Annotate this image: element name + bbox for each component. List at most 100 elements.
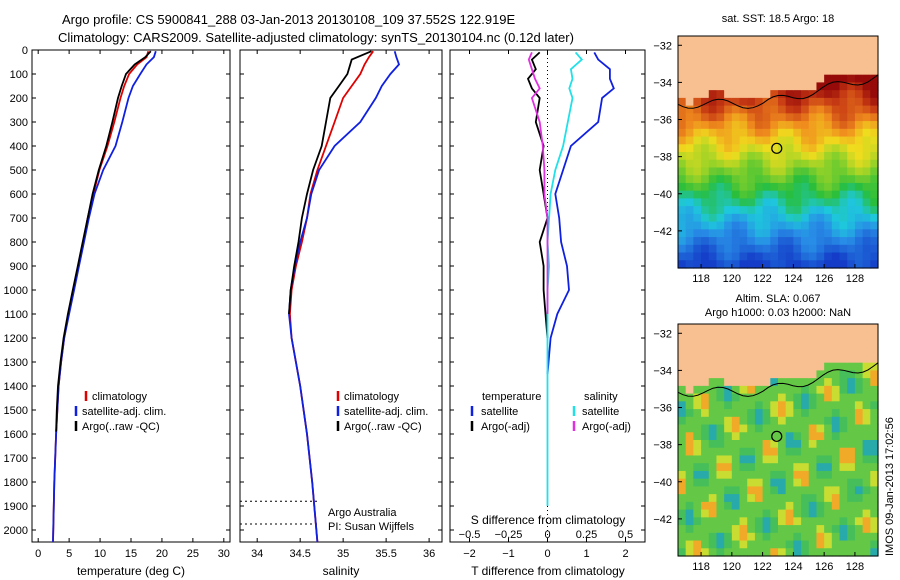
map-cell [731,206,741,215]
map-cell [678,159,687,169]
map-cell [870,478,879,487]
map-cell [808,51,818,60]
map-cell [824,331,833,341]
map-cell [801,51,810,60]
map-cell [701,401,710,410]
map-cell [801,385,810,395]
map-cell [831,97,841,107]
map-cell [708,229,718,238]
map-cell [839,90,848,99]
top-tick-label: −0.25 [495,529,523,541]
map-cell [678,74,687,83]
x-tick-label: 0 [35,548,41,560]
map-cell [847,198,856,207]
map-cell [747,331,756,341]
map-cell [862,432,871,441]
map-cell [708,66,718,76]
map-cell [793,244,802,254]
map-cell [731,59,741,68]
map-cell [739,447,748,457]
map-cell [801,494,810,503]
map-cell [847,362,856,371]
map-cell [747,424,756,433]
map-cell [701,354,710,364]
map-cell [870,401,879,410]
map-cell [739,97,748,107]
map-cell [816,43,825,53]
map-cell [747,213,756,223]
map-cell [685,494,694,503]
map-cell [785,105,794,114]
map-cell [785,244,794,254]
map-cell [754,347,764,356]
map-cell [778,385,787,395]
map-cell [839,66,848,76]
y-tick-label: 1800 [4,477,28,489]
map-cell [831,401,841,410]
y-tick-label: 1600 [4,429,28,441]
map-cell [685,517,694,526]
map-cell [847,260,856,269]
map-cell [801,447,810,457]
map-cell [678,66,687,76]
map-cell [762,136,771,145]
map-cell [793,463,802,472]
map-cell [862,393,871,402]
map-cell [831,105,841,114]
map-cell [693,440,702,449]
map-cell [847,486,856,495]
map-cell [739,385,748,395]
map-cell [824,43,833,53]
map-cell [708,213,718,223]
map-cell [731,409,741,418]
map-cell [854,198,864,207]
y-tick-label: 1500 [4,405,28,417]
map-cell [762,113,771,122]
map-cell [770,347,779,356]
map-cell [724,113,733,122]
map-cell [870,190,879,199]
map-cell [778,221,787,230]
map-cell [831,455,841,464]
map-cell [831,463,841,472]
map-cell [724,237,733,246]
map-cell [824,486,833,495]
map-cell [747,393,756,402]
map-cell [801,486,810,495]
map-cell [778,486,787,495]
map-cell [724,97,733,107]
map-cell [801,378,810,387]
map-cell [870,501,879,511]
map-cell [870,324,879,333]
map-cell [770,152,779,161]
map-cell [816,244,825,254]
map-cell [816,447,825,457]
map-cell [808,74,818,83]
map-cell [678,339,687,348]
map-cell [870,221,879,230]
map-cell [762,540,771,549]
map-cell [678,97,687,107]
map-cell [839,324,848,333]
y-tick-label: 0 [22,45,28,57]
map-cell [785,198,794,207]
map-cell [693,244,702,254]
map-cell [831,66,841,76]
map-cell [839,51,848,60]
map-cell [778,213,787,223]
map-cell [854,370,864,379]
map-cell [685,59,694,68]
map-cell [808,463,818,472]
map-cell [754,501,764,511]
map-cell [701,190,710,199]
x-tick-label: 5 [66,548,72,560]
x-tick-label: 15 [125,548,137,560]
map-cell [770,540,779,549]
map-cell [739,190,748,199]
map-cell [716,167,725,176]
map-cell [708,237,718,246]
map-cell [678,237,687,246]
map-cell [862,182,871,192]
map-cell [739,167,748,176]
map-cell [824,229,833,238]
